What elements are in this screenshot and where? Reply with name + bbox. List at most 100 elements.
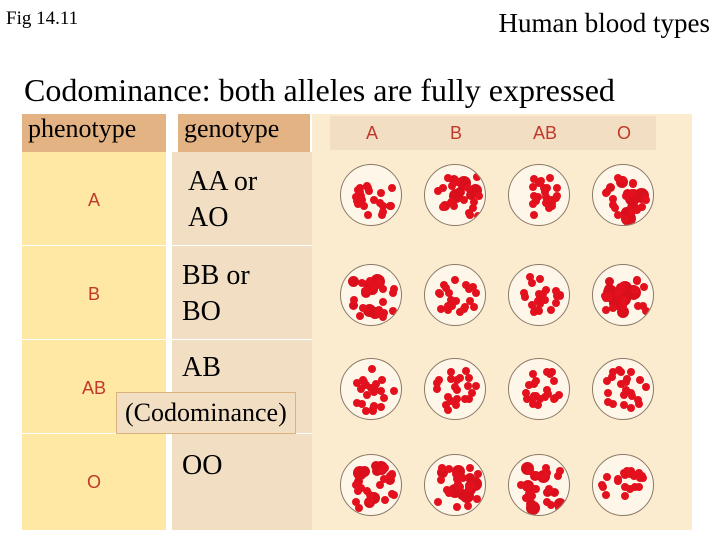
red-cell [388,470,397,479]
red-cell [603,398,612,407]
red-cell [609,195,618,204]
phenotype-cell-o: O [22,434,166,528]
red-cell [371,380,380,389]
red-cell [379,308,388,317]
red-cell [465,285,474,294]
red-cell [552,286,561,295]
red-cell [370,196,379,205]
red-cell [617,284,626,293]
red-cell [461,280,470,289]
red-cell [634,399,643,408]
red-cell [621,471,630,480]
red-cell [388,289,397,298]
red-cell [621,482,630,491]
red-cell [362,381,371,390]
red-cell [465,483,474,492]
red-cell [452,296,461,305]
red-cell [556,291,565,300]
red-cell [447,296,456,305]
clumped-sample-dish [508,454,570,516]
red-cell [358,375,367,384]
red-cell [544,484,553,493]
red-cell [366,496,375,505]
sample-dish [508,264,570,326]
red-cell [527,492,536,500]
sample-dish [424,358,486,420]
red-cell [521,388,530,397]
red-cell [352,378,361,387]
red-cell [533,401,542,410]
genotype-cell-b: BB or BO [172,246,312,340]
red-cell [363,286,372,295]
cell-clump [460,488,475,503]
red-cell [452,502,461,511]
red-cell [379,474,388,483]
red-cell [527,300,536,309]
red-cell [474,192,483,201]
red-cell [460,395,469,404]
red-cell [452,475,461,484]
red-cell [463,184,472,193]
red-cell [472,494,481,503]
red-cell [375,306,383,315]
clumped-sample-dish [592,164,654,226]
red-cell [602,189,611,198]
red-cell [547,367,556,376]
red-cell [609,400,618,409]
red-cell [609,303,618,312]
red-cell [434,497,443,506]
red-cell [452,178,461,187]
red-cell [439,202,448,211]
red-cell [547,201,556,210]
red-cell [629,470,638,479]
red-cell [617,367,626,376]
red-cell [520,288,529,297]
red-cell [386,202,395,211]
red-cell [608,372,617,381]
phenotype-label: AB [81,378,106,398]
red-cell [432,385,441,394]
red-cell [601,306,610,315]
red-cell [613,474,622,483]
red-cell [388,183,397,192]
red-cell [357,278,366,287]
red-cell [626,484,635,493]
red-cell [551,394,560,403]
cell-clump [606,183,616,193]
clumped-sample-dish [340,454,402,516]
red-cell [378,313,387,322]
sample-dish [508,358,570,420]
cell-clump [348,276,360,288]
red-cell [542,464,551,473]
red-cell [443,485,452,494]
red-cell [379,207,387,216]
red-cell [377,387,386,396]
slide-topic: Human blood types [498,8,710,38]
red-cell [540,187,549,196]
red-cell [377,403,386,412]
red-cell [521,493,530,502]
red-cell [523,483,532,492]
red-cell [436,304,445,313]
red-cell [616,379,625,388]
phenotype-label: O [86,472,101,492]
red-cell [362,181,371,190]
red-cell [377,189,386,198]
red-cell [521,293,530,302]
red-cell [365,490,374,499]
red-cell [542,468,551,477]
cell-clump [550,488,560,498]
codominance-callout: (Codominance) [116,392,296,434]
red-cell [448,197,457,206]
red-cell [460,304,469,313]
red-cell [350,295,359,304]
red-cell [363,390,372,399]
red-cell [547,501,556,510]
red-cell [373,278,382,287]
red-cell [380,394,389,402]
red-cell [619,296,628,305]
red-cell [455,308,464,317]
red-cell [353,399,362,408]
red-cell [555,503,563,512]
red-cell [627,466,636,475]
